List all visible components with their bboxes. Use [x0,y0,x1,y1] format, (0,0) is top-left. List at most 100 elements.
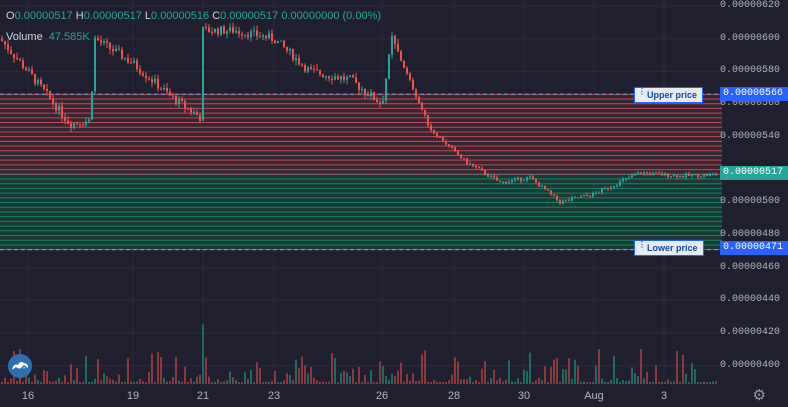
gear-icon[interactable]: ⚙ [752,387,766,404]
candle-body [640,172,642,174]
candle-body [460,154,462,159]
open-label: O [6,10,15,22]
volume-bar [163,377,165,384]
candle-body [712,173,714,175]
candle-body [1,38,3,42]
candle-body [673,175,675,177]
volume-bar [331,353,333,384]
candle-body [499,180,501,182]
candle-body [529,176,531,178]
candle-body [481,168,483,171]
candle-body [367,94,369,97]
upper-price-label[interactable]: ⋮ Upper price [634,87,704,103]
drag-handle-icon[interactable]: ⋮ [638,87,646,96]
candle-body [277,40,279,44]
candle-body [343,76,345,80]
volume-bar [613,355,615,384]
volume-bar [133,381,135,384]
volume-bar [541,380,543,384]
volume-bar [622,380,624,384]
time-tick-label: 19 [126,390,140,402]
volume-bar [124,381,126,384]
candle-body [130,62,132,64]
volume-bar [193,381,195,384]
volume-bar [148,371,150,384]
volume-bar [28,377,30,384]
candle-body [178,98,180,104]
volume-bar [82,382,84,384]
upper-zone [0,94,722,175]
volume-bar [697,382,699,384]
ohlc-legend: O0.00000517 H0.00000517 L0.00000516 C0.0… [6,10,381,22]
candle-body [142,73,144,76]
candle-body [634,174,636,176]
candle-body [415,89,417,98]
volume-bar [67,381,69,384]
volume-bar [280,381,282,384]
price-tick-label: 0.00000600 [719,32,780,44]
lower-price-label[interactable]: ⋮ Lower price [634,240,704,256]
volume-bar [190,378,192,384]
volume-bar [487,382,489,384]
volume-bar [97,359,99,384]
volume-bar [220,381,222,384]
candle-body [310,67,312,69]
candle-body [187,107,189,109]
candle-body [217,28,219,35]
volume-bar [115,381,117,384]
volume-bar [508,360,510,384]
volume-bar [127,358,129,384]
candle-body [445,141,447,145]
volume-bar [610,379,612,384]
volume-bar [556,358,558,384]
volume-bar [226,380,228,384]
candle-body [304,65,306,72]
volume-bar [259,367,261,384]
volume-bar [103,373,105,384]
volume-bar [157,351,159,384]
candle-body [703,174,705,177]
current-price-tag: 0.00000517 [720,166,788,180]
candle-body [652,172,654,175]
candle-body [196,112,198,116]
candle-body [46,89,48,91]
volume-bar [514,381,516,384]
volume-bar [625,381,627,384]
candle-body [292,49,294,61]
candle-body [424,109,426,116]
volume-bar [79,381,81,384]
candle-body [82,125,84,127]
candle-body [151,79,153,83]
volume-bar [517,377,519,384]
volume-bar [64,375,66,384]
volume-bar [505,379,507,384]
candle-body [454,147,456,151]
time-tick-label: 30 [517,390,531,402]
volume-bar [178,380,180,384]
candle-body [526,177,528,181]
candle-body [616,185,618,187]
candle-body [508,181,510,184]
candle-body [94,37,96,92]
volume-bar [274,371,276,384]
volume-bar [22,381,24,384]
volume-bar [631,367,633,384]
tradingview-logo-icon[interactable] [8,354,32,378]
candle-body [316,69,318,71]
candle-body [145,75,147,79]
candle-body [97,37,99,41]
candle-body [661,173,663,176]
volume-bar [370,370,372,384]
candle-body [541,185,543,187]
drag-handle-icon[interactable]: ⋮ [638,240,646,249]
volume-bar [700,381,702,384]
candle-body [247,34,249,38]
candle-body [79,123,81,126]
volume-bar [16,380,18,384]
candle-body [340,76,342,80]
volume-bar [265,381,267,384]
candle-body [220,26,222,35]
low-label: L [144,10,152,22]
